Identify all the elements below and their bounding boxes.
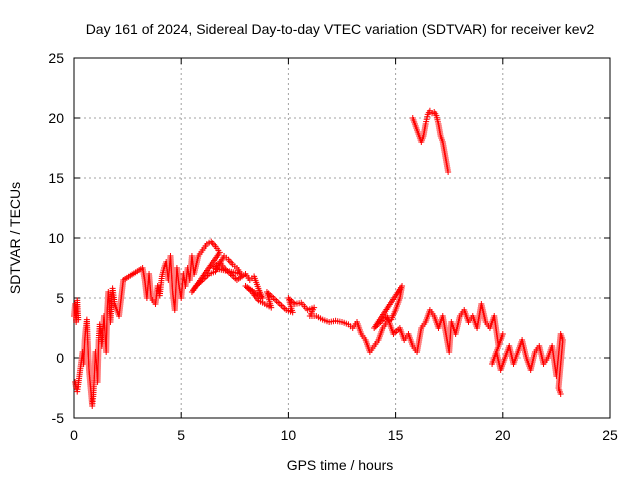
- y-axis-label: SDTVAR / TECUs: [7, 182, 23, 294]
- x-axis-label: GPS time / hours: [287, 457, 394, 473]
- y-tick-label: -5: [52, 410, 65, 426]
- ticks: 0 5 10 15 20 25 -5 0 5 10 15 20 25: [48, 50, 618, 443]
- x-tick-label: 10: [281, 427, 297, 443]
- y-tick-label: 15: [48, 170, 64, 186]
- x-tick-label: 5: [177, 427, 185, 443]
- y-tick-label: 0: [56, 350, 64, 366]
- x-tick-label: 0: [70, 427, 78, 443]
- sdtvar-chart: Day 161 of 2024, Sidereal Day-to-day VTE…: [0, 0, 640, 480]
- x-tick-label: 25: [602, 427, 618, 443]
- chart-title: Day 161 of 2024, Sidereal Day-to-day VTE…: [86, 21, 595, 37]
- y-tick-label: 25: [48, 50, 64, 66]
- data-points: [71, 108, 566, 409]
- y-tick-label: 10: [48, 230, 64, 246]
- y-tick-label: 20: [48, 110, 64, 126]
- y-tick-label: 5: [56, 290, 64, 306]
- x-tick-label: 15: [388, 427, 404, 443]
- x-tick-label: 20: [495, 427, 511, 443]
